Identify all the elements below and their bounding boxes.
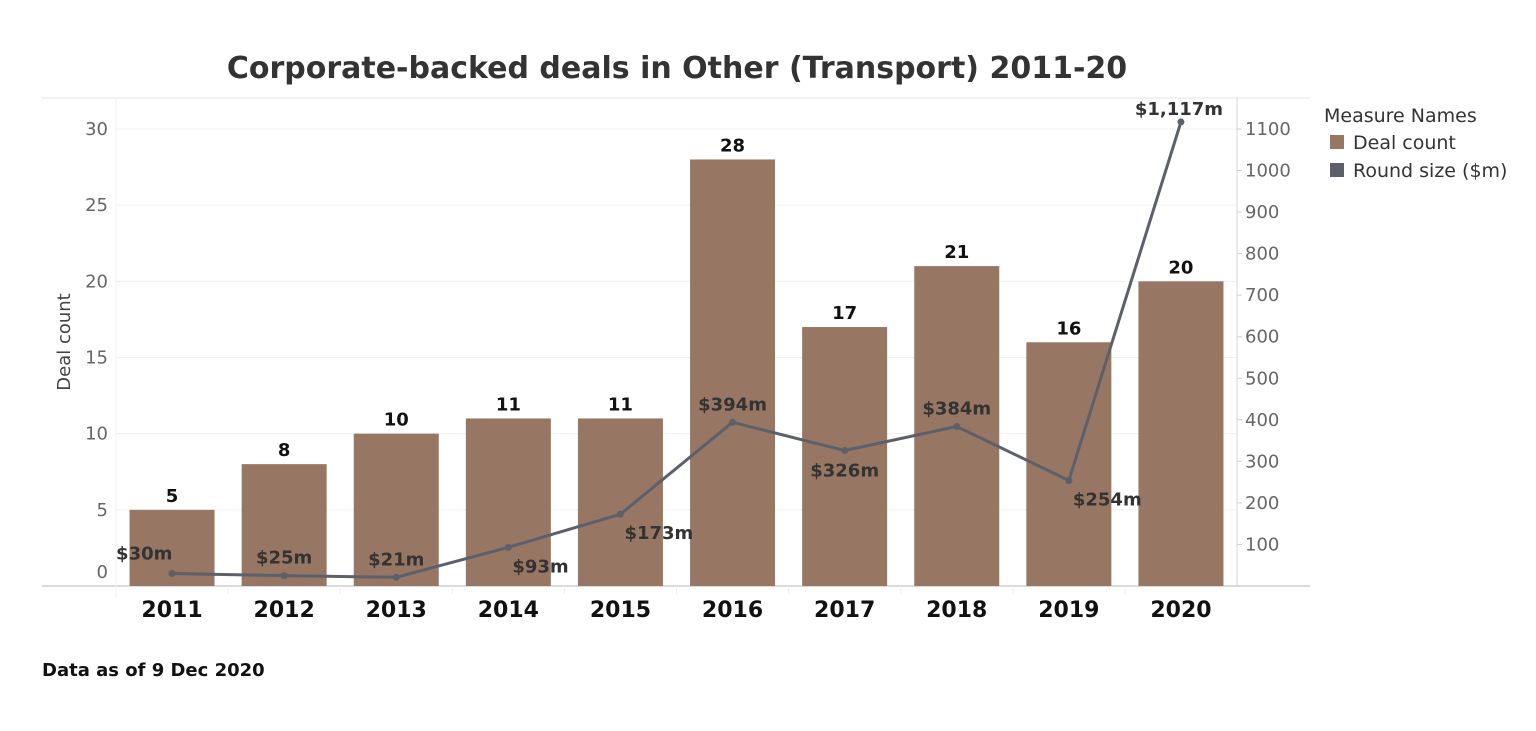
y-tick-label-right: 200: [1245, 493, 1279, 514]
x-tick-label: 2011: [141, 598, 202, 623]
bar-value-label: 20: [1168, 257, 1193, 278]
y-tick-label-right: 300: [1245, 451, 1279, 472]
line-point: [504, 543, 512, 551]
y-tick-label-right: 900: [1245, 202, 1279, 223]
axes: 0 5 10 15 20 25 30 100 200 300 400 500 600 700 800 900 1…: [42, 97, 1310, 623]
x-tick-label: 2017: [814, 598, 875, 623]
x-tick-label: 2013: [366, 598, 427, 623]
legend-label-deal-count: Deal count: [1353, 132, 1456, 154]
y-tick-label-right: 1100: [1245, 119, 1291, 140]
bar-value-label: 17: [832, 303, 857, 324]
bar: [241, 464, 327, 586]
y-tick-label-left: 30: [85, 119, 108, 140]
line-point: [729, 418, 737, 426]
line-value-label: $173m: [624, 523, 693, 544]
x-tick-label: 2020: [1150, 598, 1211, 623]
data-labels: 5 8 10 11 11 28 17 21 16 20 $30m $25m $21m $93m $173m $…: [116, 99, 1223, 577]
line-value-label: $394m: [698, 394, 767, 415]
x-tick-label: 2014: [478, 598, 539, 623]
bar: [1026, 342, 1112, 586]
y-tick-label-left: 20: [85, 271, 108, 292]
x-tick-label: 2012: [254, 598, 315, 623]
line-round-size: [168, 118, 1185, 581]
y-tick-label-right: 400: [1245, 410, 1279, 431]
line-value-label: $384m: [922, 398, 991, 419]
line-value-label: $1,117m: [1135, 99, 1223, 120]
x-tick-label: 2015: [590, 598, 651, 623]
legend-swatch-deal-count: [1330, 135, 1344, 149]
bar: [690, 159, 776, 586]
bars-deal-count: [129, 159, 1224, 586]
line-value-label: $21m: [368, 549, 424, 570]
y-tick-label-right: 1000: [1245, 161, 1291, 182]
line-value-label: $93m: [512, 556, 568, 577]
line-value-label: $254m: [1073, 489, 1142, 510]
y-tick-label-right: 800: [1245, 244, 1279, 265]
footnote: Data as of 9 Dec 2020: [42, 660, 265, 681]
x-tick-label: 2018: [926, 598, 987, 623]
line-point: [953, 422, 961, 430]
round-size-line: [172, 121, 1183, 579]
bar: [1138, 281, 1224, 586]
bar-value-label: 8: [278, 440, 291, 461]
legend: Measure Names Deal count Round size ($m): [1324, 105, 1507, 182]
y-tick-label-left: 5: [97, 500, 108, 521]
y-tick-label-right: 600: [1245, 327, 1279, 348]
bar-value-label: 11: [496, 394, 521, 415]
line-point: [841, 447, 849, 455]
y-tick-label-left: 15: [85, 348, 108, 369]
bar-value-label: 16: [1056, 318, 1081, 339]
line-point: [168, 570, 176, 578]
y-tick-label-right: 500: [1245, 368, 1279, 389]
x-tick-label: 2019: [1038, 598, 1099, 623]
y-tick-label-left: 10: [85, 424, 108, 445]
bar-value-label: 21: [944, 242, 969, 263]
line-point: [392, 573, 400, 581]
line-value-label: $30m: [116, 544, 172, 565]
line-point: [616, 510, 624, 518]
y-tick-label-right: 100: [1245, 534, 1279, 555]
legend-title: Measure Names: [1324, 105, 1477, 127]
x-tick-label: 2016: [702, 598, 763, 623]
legend-label-round-size: Round size ($m): [1353, 160, 1507, 182]
bar-value-label: 5: [166, 486, 179, 507]
y-axis-title: Deal count: [54, 293, 75, 390]
bar-value-label: 28: [720, 135, 745, 156]
bar: [802, 327, 888, 586]
y-tick-label-right: 700: [1245, 285, 1279, 306]
line-point: [1065, 476, 1073, 484]
y-tick-label-left: 25: [85, 195, 108, 216]
bar: [465, 418, 551, 586]
chart-title: Corporate-backed deals in Other (Transpo…: [227, 51, 1127, 86]
bar: [353, 433, 439, 586]
line-value-label: $326m: [810, 461, 879, 482]
bar-value-label: 11: [608, 394, 633, 415]
y-tick-label-left: 0: [97, 562, 108, 583]
line-value-label: $25m: [256, 548, 312, 569]
legend-swatch-round-size: [1330, 163, 1344, 177]
line-point: [1177, 118, 1185, 126]
bar-value-label: 10: [384, 410, 409, 431]
bar: [577, 418, 663, 586]
line-point: [280, 572, 288, 580]
